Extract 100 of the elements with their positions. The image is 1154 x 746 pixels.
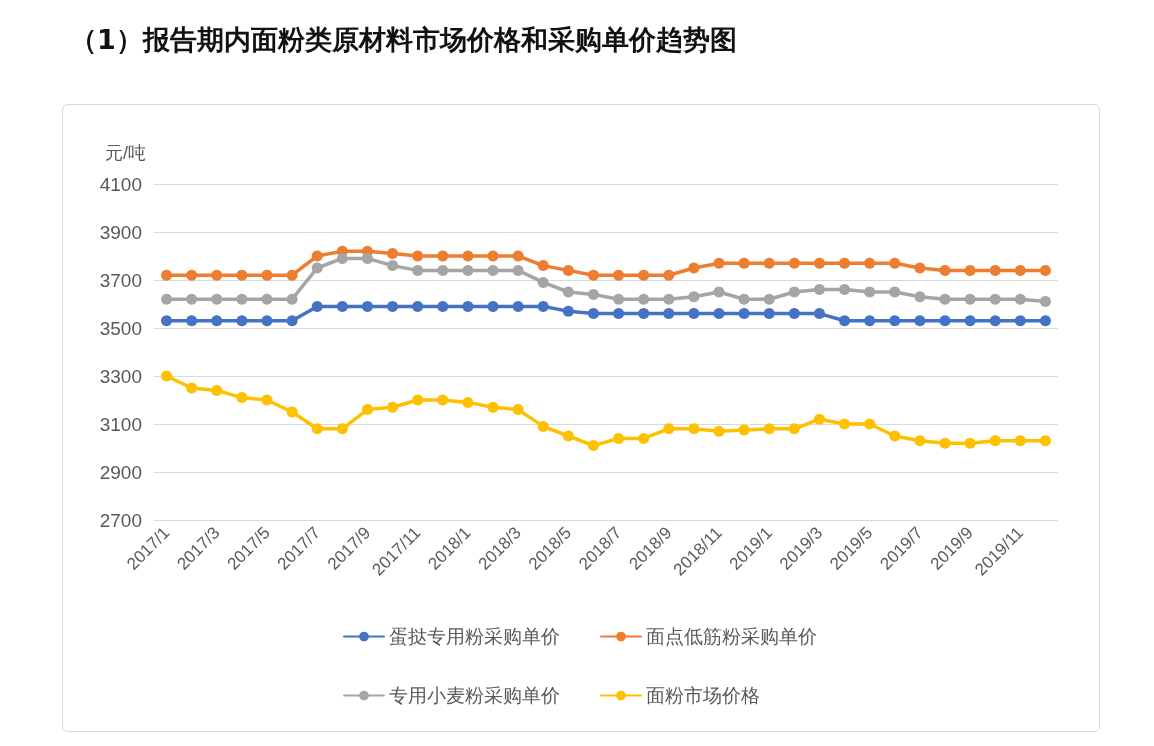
point [638,269,650,281]
point [864,286,876,298]
point [387,260,399,272]
point [964,437,976,449]
chart-title: （1）报告期内面粉类原材料市场价格和采购单价趋势图 [70,23,737,57]
point [236,293,248,305]
point [186,269,198,281]
point [437,250,449,262]
point [437,264,449,276]
point [186,382,198,394]
y-tick-label: 4100 [99,173,142,195]
point [788,286,800,298]
point [788,423,800,435]
point [286,293,298,305]
point [537,300,549,312]
point [889,430,901,442]
point [638,432,650,444]
y-tick-label: 3500 [99,317,142,339]
point [738,308,750,320]
point [487,250,499,262]
point [1014,264,1026,276]
point [663,293,675,305]
point [613,269,625,281]
point [387,401,399,413]
point [512,264,524,276]
legend-label: 面粉市场价格 [646,685,760,706]
point [587,440,599,452]
point [688,291,700,303]
y-tick-label: 3300 [99,365,142,387]
point [939,264,951,276]
legend-label: 专用小麦粉采购单价 [389,685,560,706]
point [839,315,851,327]
y-tick-label: 2700 [99,509,142,531]
point [562,264,574,276]
point [286,315,298,327]
point [412,300,424,312]
point [763,257,775,269]
point [713,425,725,437]
point [487,401,499,413]
point [788,308,800,320]
point [889,257,901,269]
point [412,394,424,406]
point [361,404,373,416]
point [462,396,474,408]
point [487,300,499,312]
point [462,300,474,312]
point [211,293,223,305]
point [311,250,323,262]
y-tick-label: 3100 [99,413,142,435]
point [763,293,775,305]
point [613,308,625,320]
point [462,250,474,262]
point [236,315,248,327]
point [1014,293,1026,305]
point [738,424,750,436]
y-tick-label: 3900 [99,221,142,243]
legend-label: 面点低筋粉采购单价 [646,626,817,647]
point [864,315,876,327]
point [1039,296,1051,308]
point [311,262,323,274]
point [286,269,298,281]
point [412,264,424,276]
point [914,435,926,447]
point [613,432,625,444]
point [537,260,549,272]
point [939,437,951,449]
point [336,423,348,435]
point [964,315,976,327]
point [914,315,926,327]
point [989,435,1001,447]
point [864,257,876,269]
point [688,308,700,320]
point [311,423,323,435]
point [813,284,825,296]
point [839,257,851,269]
point [1039,435,1051,447]
point [361,300,373,312]
point [613,293,625,305]
point [638,293,650,305]
point [186,315,198,327]
point [788,257,800,269]
point [713,286,725,298]
point [688,423,700,435]
legend-label: 蛋挞专用粉采购单价 [389,626,560,647]
point [211,269,223,281]
point [813,413,825,425]
point [839,284,851,296]
point [1039,264,1051,276]
point [512,404,524,416]
point [487,264,499,276]
point [914,291,926,303]
point [587,308,599,320]
point [336,300,348,312]
point [638,308,650,320]
point [713,308,725,320]
point [161,293,173,305]
point [964,293,976,305]
point [763,308,775,320]
point [889,315,901,327]
y-axis-title: 元/吨 [104,143,146,163]
